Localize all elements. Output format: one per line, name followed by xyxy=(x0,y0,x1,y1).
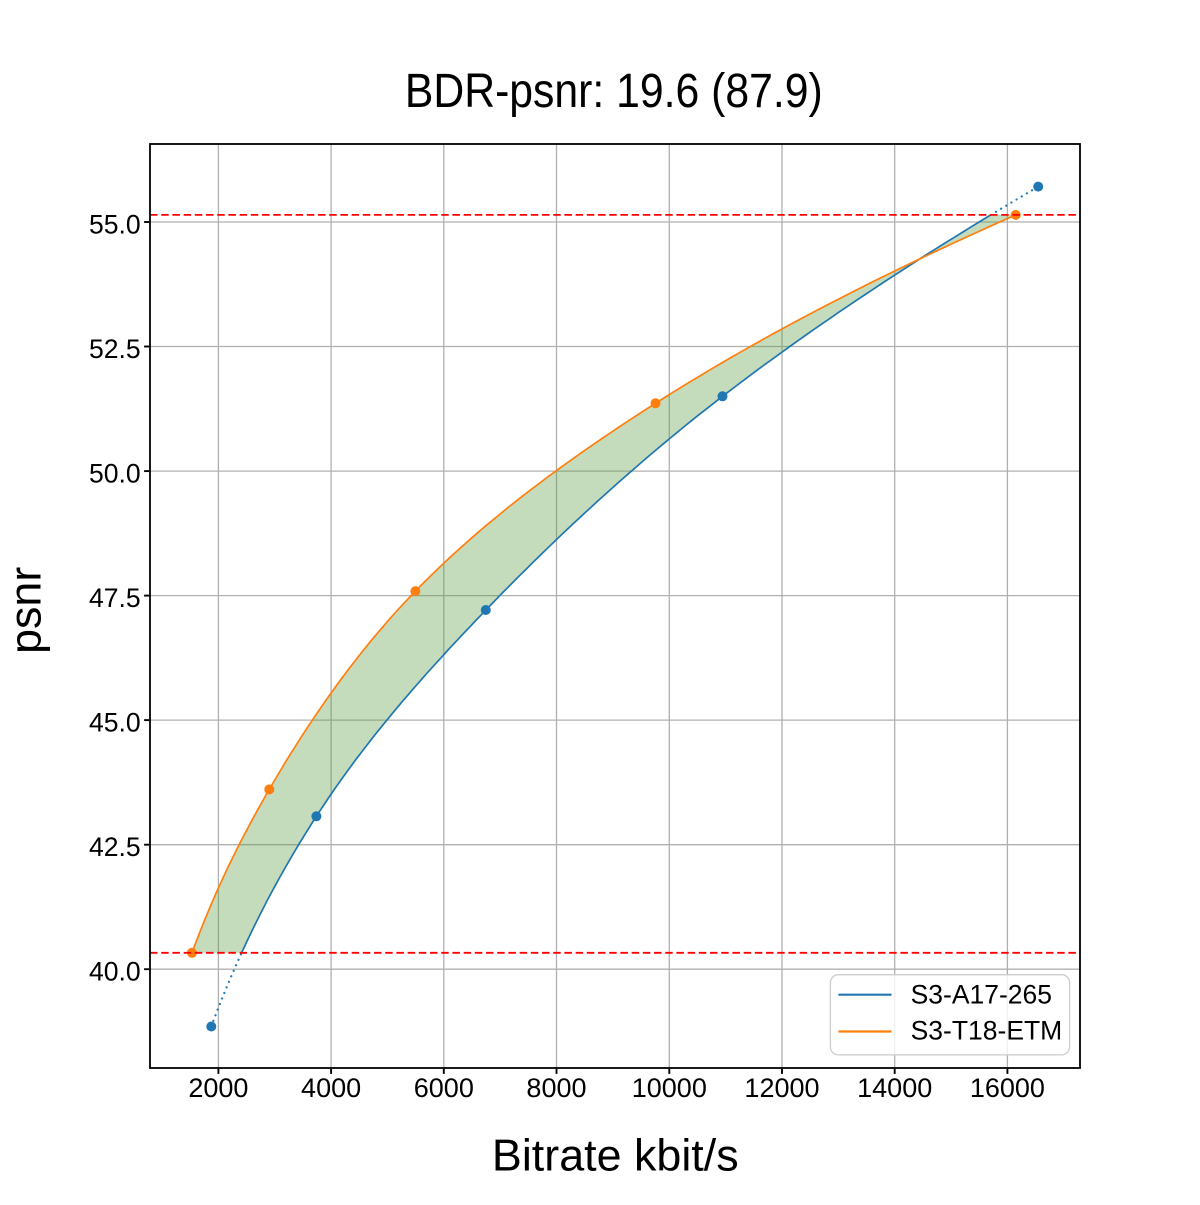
svg-text:8000: 8000 xyxy=(526,1073,586,1103)
svg-text:55.0: 55.0 xyxy=(89,209,141,239)
svg-text:14000: 14000 xyxy=(857,1073,932,1103)
svg-text:S3-T18-ETM: S3-T18-ETM xyxy=(911,1016,1063,1046)
svg-text:16000: 16000 xyxy=(970,1073,1045,1103)
svg-text:4000: 4000 xyxy=(301,1073,361,1103)
svg-text:psnr: psnr xyxy=(1,567,51,654)
svg-text:BDR-psnr: 19.6 (87.9): BDR-psnr: 19.6 (87.9) xyxy=(405,64,823,118)
svg-text:10000: 10000 xyxy=(632,1073,707,1103)
svg-text:42.5: 42.5 xyxy=(89,832,141,862)
svg-text:6000: 6000 xyxy=(414,1073,474,1103)
svg-text:Bitrate kbit/s: Bitrate kbit/s xyxy=(492,1132,739,1181)
svg-text:47.5: 47.5 xyxy=(89,583,141,613)
svg-text:S3-A17-265: S3-A17-265 xyxy=(911,979,1052,1009)
svg-text:45.0: 45.0 xyxy=(89,707,141,737)
svg-text:2000: 2000 xyxy=(188,1073,248,1103)
svg-text:40.0: 40.0 xyxy=(89,957,141,987)
svg-text:50.0: 50.0 xyxy=(89,458,141,488)
svg-text:12000: 12000 xyxy=(744,1073,819,1103)
svg-text:52.5: 52.5 xyxy=(89,334,141,364)
